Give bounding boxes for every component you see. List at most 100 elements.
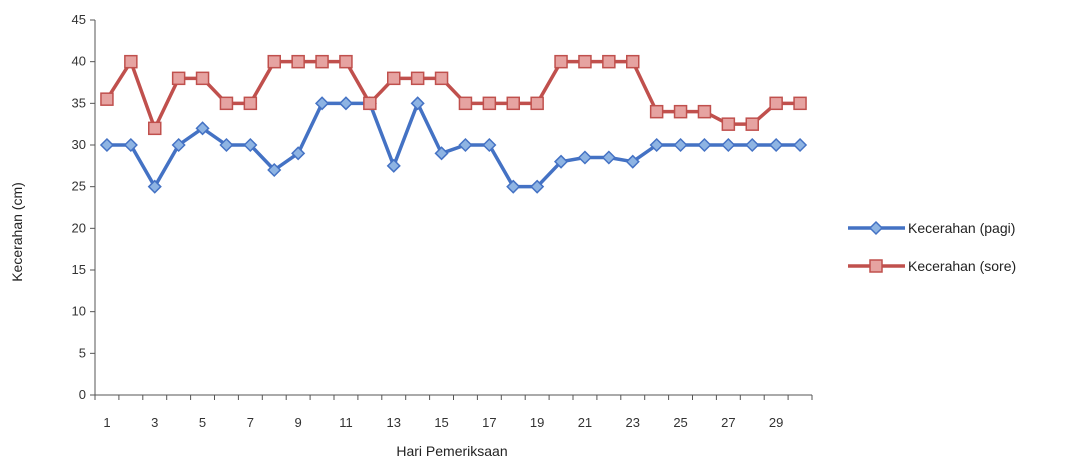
- data-point: [148, 121, 162, 136]
- legend-marker: [868, 220, 884, 236]
- x-tick-label: 27: [721, 415, 735, 430]
- y-tick-label: 20: [72, 220, 86, 235]
- x-tick-label: 13: [387, 415, 401, 430]
- data-point: [434, 71, 449, 86]
- x-tick-label: 9: [295, 415, 302, 430]
- data-point: [601, 150, 616, 165]
- data-point: [291, 146, 306, 161]
- data-point: [793, 96, 807, 111]
- data-point: [769, 96, 783, 111]
- y-tick-label: 35: [72, 95, 86, 110]
- data-point: [410, 96, 425, 111]
- x-tick-label: 21: [578, 415, 592, 430]
- data-point: [195, 71, 210, 86]
- data-point: [410, 71, 425, 86]
- y-tick-label: 0: [79, 387, 86, 402]
- x-tick-label: 17: [482, 415, 496, 430]
- data-point: [649, 104, 664, 119]
- data-point: [387, 71, 401, 86]
- data-point: [721, 117, 736, 131]
- data-point: [745, 117, 759, 131]
- data-point: [553, 154, 569, 169]
- data-point: [243, 137, 258, 153]
- data-point: [602, 54, 616, 69]
- data-point: [458, 137, 473, 153]
- x-tick-label: 3: [151, 415, 158, 430]
- data-point: [243, 96, 258, 111]
- data-point: [147, 179, 162, 194]
- legend-marker: [869, 259, 883, 273]
- data-point: [554, 54, 568, 69]
- y-axis-title: Kecerahan (cm): [9, 182, 25, 282]
- x-tick-label: 7: [247, 415, 254, 430]
- data-point: [530, 179, 545, 194]
- x-tick-label: 23: [626, 415, 640, 430]
- data-point: [578, 54, 592, 69]
- data-point: [315, 54, 329, 69]
- data-point: [697, 137, 712, 153]
- x-tick-label: 5: [199, 415, 206, 430]
- data-point: [267, 54, 281, 69]
- data-point: [673, 104, 688, 119]
- x-axis-ticks: 1 3 5 7 9 11 13 15 17 19 21 23 25 27 29: [94, 395, 813, 430]
- data-point: [482, 96, 497, 111]
- data-point: [267, 162, 282, 178]
- legend: Kecerahan (pagi) Kecerahan (sore): [848, 220, 1016, 274]
- data-point: [171, 71, 186, 86]
- data-point: [673, 137, 688, 153]
- data-point: [626, 54, 640, 69]
- y-tick-label: 30: [72, 137, 86, 152]
- x-tick-label: 29: [769, 415, 783, 430]
- y-tick-label: 15: [72, 262, 86, 277]
- series-0: [99, 96, 808, 194]
- data-point: [338, 96, 354, 111]
- data-point: [434, 146, 449, 161]
- x-tick-label: 19: [530, 415, 544, 430]
- data-point: [314, 96, 330, 111]
- y-tick-label: 10: [72, 304, 86, 319]
- data-point: [721, 137, 736, 153]
- data-point: [386, 158, 401, 173]
- y-tick-label: 40: [72, 54, 86, 69]
- data-point: [291, 54, 305, 69]
- plot-series: [99, 54, 808, 194]
- y-tick-label: 25: [72, 179, 86, 194]
- data-point: [124, 54, 138, 69]
- data-point: [339, 54, 353, 69]
- data-point: [769, 137, 784, 153]
- series-line: [106, 101, 801, 189]
- y-tick-label: 5: [79, 345, 86, 360]
- x-axis-title: Hari Pemeriksaan: [396, 443, 507, 459]
- data-point: [458, 96, 473, 111]
- data-point: [745, 137, 760, 153]
- y-axis-ticks: 0 5 10 15 20 25 30 35 40 45: [72, 12, 95, 402]
- legend-label: Kecerahan (pagi): [908, 220, 1015, 236]
- data-point: [123, 137, 138, 153]
- data-point: [482, 137, 497, 153]
- y-tick-label: 45: [72, 12, 86, 27]
- data-point: [506, 96, 520, 111]
- data-point: [506, 179, 521, 194]
- data-point: [195, 121, 210, 136]
- x-tick-label: 25: [673, 415, 687, 430]
- data-point: [577, 150, 593, 165]
- x-tick-label: 15: [434, 415, 448, 430]
- data-point: [171, 137, 186, 153]
- data-point: [363, 96, 377, 111]
- series-1: [100, 54, 807, 136]
- x-tick-label: 11: [339, 415, 353, 430]
- data-point: [219, 96, 234, 111]
- data-point: [99, 137, 115, 153]
- x-tick-label: 1: [103, 415, 110, 430]
- data-point: [697, 104, 712, 119]
- data-point: [792, 137, 808, 153]
- legend-item: Kecerahan (sore): [848, 258, 1016, 274]
- legend-item: Kecerahan (pagi): [848, 220, 1015, 236]
- data-point: [530, 96, 544, 111]
- legend-label: Kecerahan (sore): [908, 258, 1016, 274]
- data-point: [649, 137, 664, 153]
- data-point: [625, 154, 640, 169]
- series-line: [105, 59, 801, 131]
- data-point: [100, 92, 114, 106]
